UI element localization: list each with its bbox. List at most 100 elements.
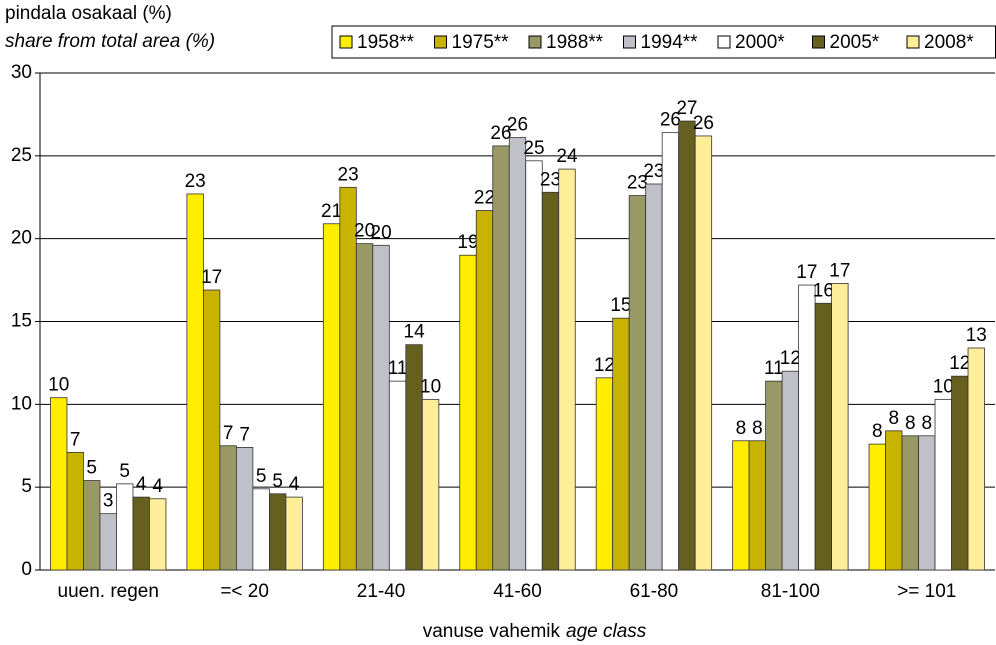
legend-label: 1975**	[452, 32, 510, 53]
bar	[116, 483, 134, 571]
bar	[202, 289, 221, 571]
value-label: 7	[239, 424, 250, 445]
y-tick-label: 5	[21, 476, 32, 497]
legend-label: 1988**	[546, 32, 604, 53]
value-label: 20	[371, 222, 392, 243]
bar	[421, 398, 440, 571]
bar	[149, 498, 167, 571]
bar	[525, 160, 543, 571]
bar	[132, 496, 150, 571]
value-label: 12	[594, 355, 615, 376]
value-label: 15	[610, 295, 631, 316]
y-axis-label: pindala osakaal (%)	[5, 3, 172, 24]
bar	[628, 195, 647, 571]
bar	[694, 135, 713, 571]
y-tick-label: 10	[11, 393, 32, 414]
bar	[252, 488, 270, 571]
value-label: 12	[949, 353, 970, 374]
bar	[732, 440, 750, 571]
x-tick-label: =< 20	[220, 581, 269, 602]
value-label: 8	[921, 413, 932, 434]
bar	[831, 282, 849, 571]
value-label: 5	[119, 461, 130, 482]
bar	[508, 137, 527, 571]
value-label: 17	[201, 267, 222, 288]
value-label: 27	[676, 98, 697, 119]
value-label: 23	[338, 164, 359, 185]
value-label: 23	[643, 161, 664, 182]
value-label: 5	[256, 466, 267, 487]
value-label: 17	[796, 262, 817, 283]
value-label: 13	[966, 325, 987, 346]
bar	[388, 380, 407, 571]
bar	[322, 223, 341, 571]
value-label: 25	[523, 138, 544, 159]
y-tick-label: 30	[11, 62, 32, 83]
y-tick-label: 15	[11, 311, 32, 332]
legend-swatch	[623, 35, 636, 49]
y-tick-label: 25	[11, 145, 32, 166]
bar	[951, 375, 969, 571]
value-label: 4	[136, 474, 147, 495]
value-label: 24	[556, 146, 578, 167]
bar	[901, 435, 919, 571]
value-label: 26	[507, 115, 528, 136]
value-label: 23	[540, 169, 561, 190]
bar	[868, 443, 886, 571]
x-tick-label: 41-60	[493, 581, 542, 602]
bar	[678, 120, 696, 571]
bar	[814, 302, 833, 571]
value-label: 8	[888, 408, 899, 429]
legend-swatch	[434, 35, 447, 49]
value-label: 12	[780, 348, 801, 369]
legend-label: 2000*	[735, 32, 785, 53]
bar	[99, 513, 117, 571]
value-label: 16	[813, 280, 834, 301]
x-tick-label: 21-40	[357, 581, 406, 602]
legend-swatch	[906, 35, 920, 49]
x-tick-label: 81-100	[761, 581, 820, 602]
legend-label: 2005*	[830, 32, 880, 53]
value-label: 4	[289, 474, 300, 495]
value-label: 26	[660, 110, 681, 131]
x-tick-label: >= 101	[897, 581, 956, 602]
bar	[50, 397, 68, 571]
value-label: 8	[736, 418, 747, 439]
value-label: 10	[420, 376, 441, 397]
value-label: 7	[223, 423, 234, 444]
bar	[355, 243, 374, 571]
legend-label: 1958**	[357, 32, 415, 53]
value-label: 14	[404, 322, 426, 343]
legend-swatch	[717, 35, 731, 49]
bar	[781, 370, 800, 571]
bar	[885, 430, 903, 571]
bar	[967, 347, 985, 571]
value-label: 17	[829, 260, 850, 281]
legend-swatch	[812, 35, 825, 49]
value-label: 5	[272, 471, 283, 492]
bar	[661, 132, 680, 571]
bar	[339, 186, 357, 571]
y-tick-label: 20	[11, 228, 32, 249]
bar	[372, 244, 390, 571]
value-label: 26	[490, 123, 511, 144]
bar	[595, 377, 614, 571]
legend-label: 2008*	[924, 32, 974, 53]
x-axis-label: vanuse vahemik	[423, 621, 561, 642]
bar	[285, 496, 303, 571]
value-label: 10	[933, 376, 954, 397]
y-axis-label-en: share from total area (%)	[5, 31, 215, 52]
legend-swatch	[528, 35, 542, 49]
value-label: 11	[388, 358, 408, 379]
x-axis-label-en: age class	[566, 621, 647, 642]
bar	[186, 193, 204, 571]
bar	[66, 451, 84, 571]
bar	[558, 168, 576, 571]
bar	[934, 398, 952, 571]
value-label: 8	[872, 421, 883, 442]
x-tick-label: 61-80	[630, 581, 679, 602]
value-label: 5	[86, 458, 97, 479]
value-label: 23	[627, 173, 648, 194]
bar	[612, 317, 630, 571]
